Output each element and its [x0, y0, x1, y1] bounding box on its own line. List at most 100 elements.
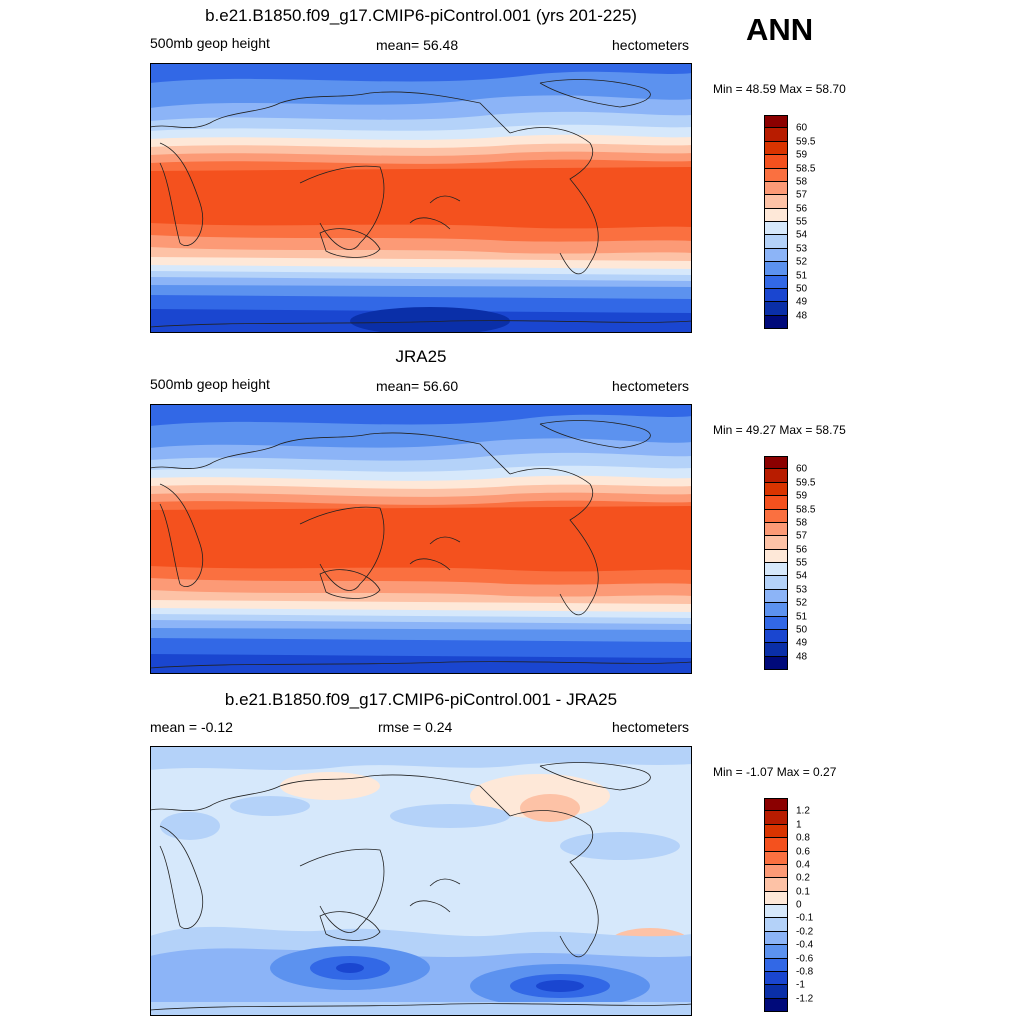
- colorbar-tick-label: 51: [796, 611, 808, 622]
- panel-2-mean: mean= 56.60: [376, 378, 459, 394]
- colorbar-tick-label: 51: [796, 270, 808, 281]
- colorbar-swatch: [764, 864, 788, 879]
- colorbar-swatch: [764, 469, 788, 483]
- colorbar-swatch: [764, 563, 788, 577]
- colorbar-tick-label: 58.5: [796, 504, 816, 515]
- colorbar-tick-label: -0.2: [796, 926, 814, 938]
- colorbar-tick-label: 50: [796, 283, 808, 295]
- colorbar-tick-label: 0.1: [796, 886, 810, 898]
- panel-3-units: hectometers: [612, 719, 690, 735]
- colorbar-swatch: [764, 235, 788, 249]
- panel-2-map-svg: [150, 404, 692, 674]
- colorbar-swatch: [764, 891, 788, 905]
- panel-1-mean: mean= 56.48: [376, 37, 459, 53]
- colorbar-swatch: [764, 181, 788, 196]
- colorbar-tick-label: 1: [796, 819, 802, 831]
- colorbar-swatch: [764, 998, 788, 1012]
- colorbar-swatch: [764, 838, 788, 852]
- colorbar-swatch: [764, 536, 788, 550]
- colorbar-tick-label: 0: [796, 899, 802, 911]
- colorbar-tick-label: -0.4: [796, 939, 814, 951]
- panel-1-colorbar: [764, 115, 788, 329]
- colorbar-swatch: [764, 482, 788, 497]
- colorbar-swatch: [764, 798, 788, 812]
- colorbar-tick-label: 58: [796, 176, 808, 188]
- colorbar-tick-label: -0.1: [796, 912, 814, 924]
- colorbar-tick-label: 0.4: [796, 859, 810, 871]
- colorbar-tick-label: 56: [796, 203, 808, 215]
- panel-3-map-svg: [150, 746, 692, 1016]
- colorbar-swatch: [764, 222, 788, 236]
- colorbar-swatch: [764, 195, 788, 209]
- panel-3-map: [150, 746, 692, 1016]
- colorbar-swatch: [764, 931, 788, 946]
- colorbar-swatch: [764, 549, 788, 563]
- colorbar-tick-label: -1: [796, 979, 805, 991]
- colorbar-swatch: [764, 905, 788, 919]
- colorbar-tick-label: 52: [796, 597, 808, 609]
- colorbar-tick-label: 60: [796, 463, 808, 475]
- colorbar-tick-label: 54: [796, 229, 808, 241]
- colorbar-swatch: [764, 141, 788, 156]
- colorbar-swatch: [764, 985, 788, 999]
- panel-3-title: b.e21.B1850.f09_g17.CMIP6-piControl.001 …: [224, 690, 618, 709]
- colorbar-tick-label: 57: [796, 530, 808, 542]
- colorbar-tick-label: -0.8: [796, 966, 814, 978]
- colorbar-swatch: [764, 115, 788, 129]
- panel-3-colorbar: [764, 798, 788, 1012]
- colorbar-swatch: [764, 643, 788, 657]
- colorbar-swatch: [764, 824, 788, 839]
- colorbar-tick-label: -0.6: [796, 953, 814, 964]
- colorbar-swatch: [764, 128, 788, 142]
- colorbar-swatch: [764, 603, 788, 617]
- colorbar-swatch: [764, 155, 788, 169]
- colorbar-tick-label: 59.5: [796, 136, 816, 148]
- panel-3-rmse: rmse = 0.24: [378, 719, 453, 735]
- colorbar-swatch: [764, 878, 788, 892]
- colorbar-tick-label: -1.2: [796, 993, 814, 1005]
- panel-2-map: [150, 404, 692, 674]
- colorbar-tick-label: 59: [796, 490, 808, 502]
- colorbar-swatch: [764, 168, 788, 182]
- panel-2-title: JRA25: [395, 347, 447, 366]
- colorbar-tick-label: 55: [796, 216, 808, 228]
- colorbar-tick-label: 59: [796, 149, 808, 161]
- colorbar-tick-label: 53: [796, 243, 808, 255]
- colorbar-tick-label: 60: [796, 122, 808, 134]
- colorbar-swatch: [764, 656, 788, 670]
- colorbar-tick-label: 48: [796, 310, 808, 322]
- colorbar-swatch: [764, 851, 788, 865]
- colorbar-tick-label: 55: [796, 557, 808, 569]
- colorbar-swatch: [764, 208, 788, 222]
- colorbar-tick-label: 56: [796, 544, 808, 556]
- colorbar-tick-label: 0.6: [796, 846, 810, 857]
- panel-1-map-svg: [150, 63, 692, 333]
- colorbar-swatch: [764, 248, 788, 263]
- colorbar-swatch: [764, 576, 788, 590]
- panel-1-units: hectometers: [612, 37, 690, 53]
- colorbar-tick-label: 50: [796, 624, 808, 636]
- panel-1-left-label: 500mb geop height: [150, 35, 270, 51]
- colorbar-tick-label: 0.8: [796, 832, 810, 844]
- colorbar-tick-label: 0.2: [796, 872, 810, 884]
- colorbar-swatch: [764, 629, 788, 644]
- colorbar-tick-label: 48: [796, 651, 808, 663]
- colorbar-swatch: [764, 302, 788, 316]
- colorbar-tick-label: 57: [796, 189, 808, 201]
- colorbar-swatch: [764, 315, 788, 329]
- colorbar-swatch: [764, 496, 788, 510]
- panel-1-title: b.e21.B1850.f09_g17.CMIP6-piControl.001 …: [205, 6, 637, 25]
- colorbar-tick-label: 58.5: [796, 163, 816, 174]
- colorbar-swatch: [764, 275, 788, 289]
- colorbar-tick-label: 54: [796, 570, 808, 582]
- panel-3-minmax: Min = -1.07 Max = 0.27: [713, 765, 837, 779]
- colorbar-tick-label: 52: [796, 256, 808, 268]
- colorbar-swatch: [764, 918, 788, 932]
- colorbar-tick-label: 49: [796, 637, 808, 649]
- colorbar-swatch: [764, 456, 788, 470]
- colorbar-tick-label: 58: [796, 517, 808, 529]
- panel-3-left-label: mean = -0.12: [150, 719, 233, 735]
- colorbar-swatch: [764, 288, 788, 303]
- colorbar-tick-label: 59.5: [796, 477, 816, 489]
- colorbar-swatch: [764, 958, 788, 972]
